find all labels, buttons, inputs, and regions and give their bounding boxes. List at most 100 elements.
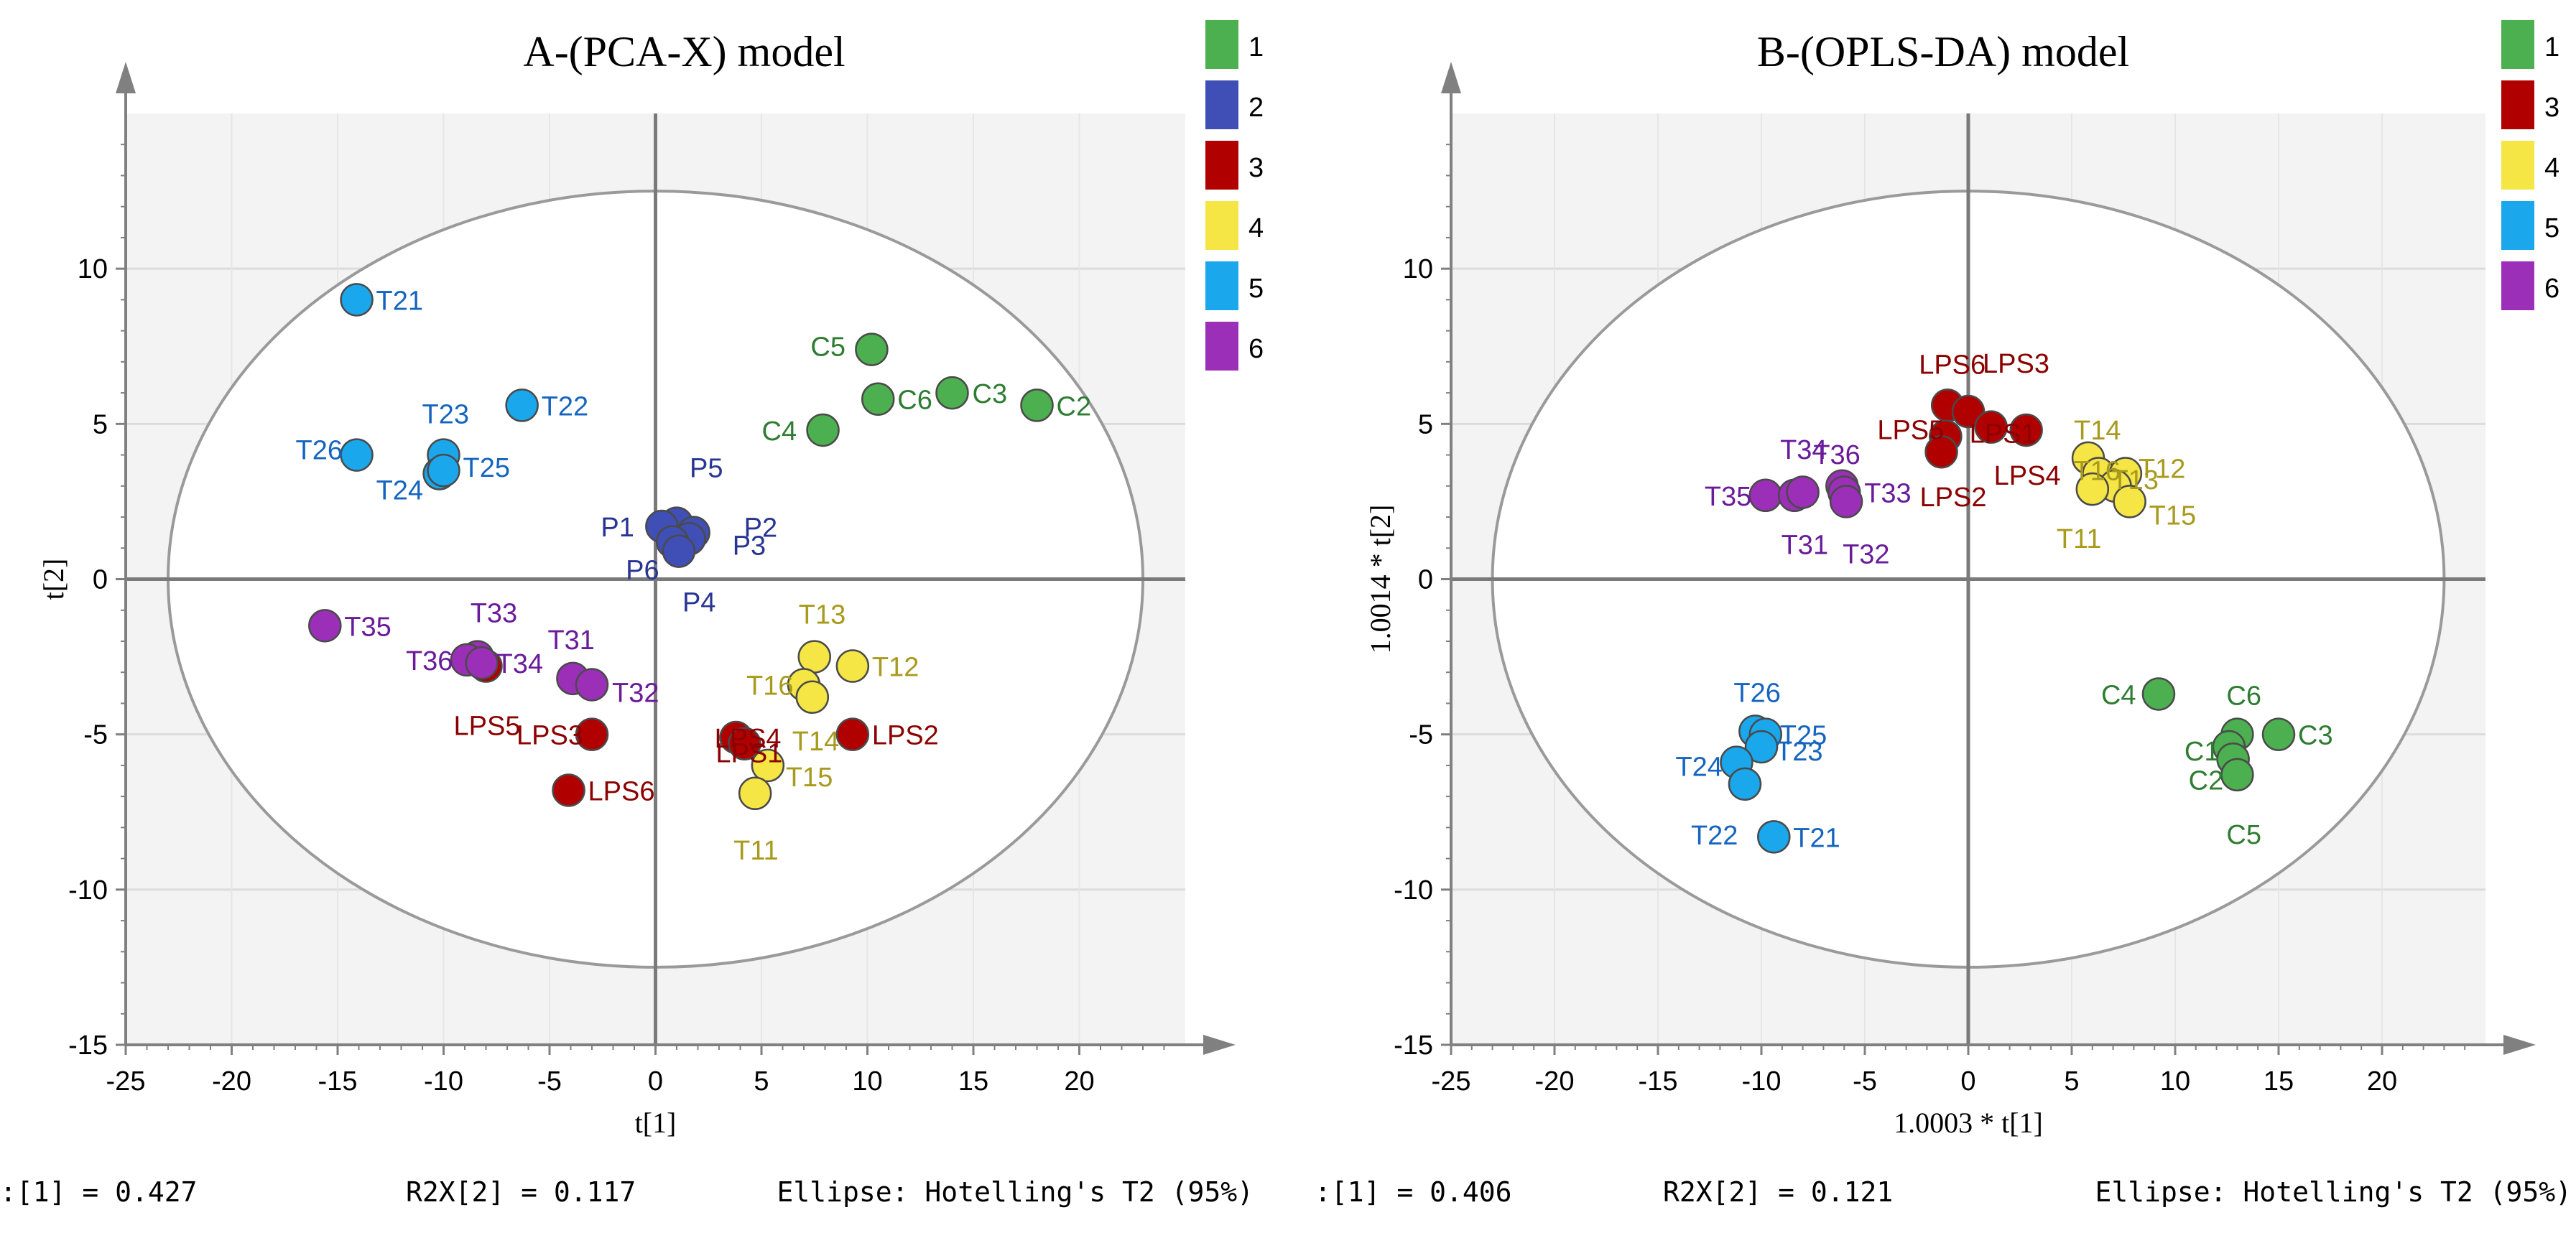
point-label: T24 [1675, 753, 1722, 783]
point-label: T25 [463, 453, 510, 483]
y-tick-label: 0 [1418, 565, 1433, 595]
data-point [340, 283, 374, 317]
point-label: LPS3 [1983, 349, 2049, 379]
x-tick-label: -15 [1639, 1066, 1678, 1097]
legend-label: 4 [2544, 153, 2559, 183]
legend-swatch [1205, 201, 1238, 250]
point-label: T21 [376, 286, 423, 316]
point-label: C4 [2101, 680, 2136, 710]
footer-r2x2: R2X[2] = 0.121 [1663, 1176, 1893, 1208]
point-label: C4 [762, 416, 797, 447]
data-point [2220, 758, 2254, 792]
data-point [1748, 478, 1783, 513]
chart-title: A-(PCA-X) model [523, 28, 845, 75]
x-tick-label: 20 [1064, 1066, 1094, 1097]
data-point [340, 438, 374, 472]
point-label: C2 [1057, 391, 1092, 422]
y-tick-label: -10 [1394, 875, 1433, 906]
point-label: T26 [1733, 678, 1780, 708]
data-point [427, 453, 460, 488]
x-axis-arrow [2503, 1035, 2536, 1055]
point-label: P6 [626, 556, 659, 586]
data-point [795, 680, 830, 715]
x-tick-label: -25 [106, 1066, 146, 1097]
chart-title: B-(OPLS-DA) model [1757, 28, 2129, 75]
x-axis-arrow [1203, 1035, 1236, 1055]
x-tick-label: 5 [2064, 1066, 2079, 1097]
point-label: T36 [406, 646, 453, 676]
data-point [1757, 820, 1791, 854]
x-tick-label: -25 [1432, 1066, 1471, 1097]
x-tick-label: -5 [537, 1066, 562, 1097]
data-point [1974, 410, 2008, 444]
point-label: T23 [1776, 737, 1822, 767]
x-tick-label: -20 [1535, 1066, 1575, 1097]
y-tick-label: -5 [1409, 720, 1433, 750]
y-axis-arrow [116, 62, 136, 93]
point-label: T32 [1843, 539, 1889, 569]
x-tick-label: -20 [212, 1066, 251, 1097]
point-label: T24 [376, 476, 423, 506]
point-label: T33 [471, 599, 517, 629]
data-point [575, 717, 609, 751]
data-point [1786, 475, 1820, 509]
data-point [2141, 677, 2176, 711]
data-point [662, 534, 696, 568]
point-label: T14 [2074, 416, 2121, 446]
x-axis-label: t[1] [635, 1107, 677, 1139]
y-tick-label: -15 [68, 1030, 108, 1061]
data-point [552, 773, 585, 807]
legend-label: 1 [1248, 32, 1264, 62]
point-label: T33 [1864, 478, 1911, 508]
legend-label: 6 [1248, 334, 1264, 364]
legend-label: 2 [1248, 93, 1264, 123]
y-axis-arrow [1441, 62, 1461, 93]
legend-label: 6 [2544, 274, 2559, 304]
point-label: P1 [601, 513, 634, 543]
point-label: T22 [542, 391, 588, 422]
footer-r2x2: R2X[2] = 0.117 [406, 1176, 636, 1208]
y-tick-label: -10 [68, 875, 108, 906]
data-point [2075, 472, 2110, 506]
point-label: T34 [1780, 435, 1827, 465]
legend-swatch [2501, 201, 2534, 250]
point-label: LPS5 [454, 712, 521, 742]
footer-r2x1: :[1] = 0.427 [0, 1176, 198, 1208]
point-label: LPS2 [1920, 483, 1987, 513]
point-label: T12 [872, 653, 919, 683]
point-label: P4 [682, 588, 715, 618]
y-axis-label: 1.0014 * t[2] [1364, 505, 1396, 654]
data-point [935, 376, 969, 410]
legend-swatch [1205, 20, 1238, 69]
legend-label: 3 [2544, 93, 2559, 123]
point-label: T36 [1813, 440, 1860, 470]
point-label: T34 [496, 649, 543, 679]
footer-ellipse-note: Ellipse: Hotelling's T2 (95%) [777, 1176, 1254, 1208]
point-label: T23 [422, 400, 469, 430]
data-point [1924, 434, 1958, 469]
point-label: C1 [2184, 737, 2220, 767]
data-point [751, 748, 785, 783]
point-label: T13 [799, 600, 845, 630]
data-point [835, 649, 870, 683]
data-point [806, 413, 840, 447]
x-tick-label: 15 [2264, 1066, 2294, 1097]
point-label: C2 [2189, 765, 2224, 796]
point-label: C6 [2226, 681, 2261, 712]
point-label: T31 [1782, 530, 1828, 560]
data-point [861, 382, 895, 416]
data-point [2261, 717, 2296, 751]
data-point [505, 388, 539, 422]
x-tick-label: -5 [1853, 1066, 1877, 1097]
point-label: C5 [810, 332, 845, 363]
legend-swatch [1205, 322, 1238, 371]
point-label: C3 [973, 379, 1008, 409]
data-point [2113, 485, 2146, 518]
point-label: T35 [344, 612, 391, 642]
point-label: LPS1 [1970, 419, 2037, 450]
data-point [575, 668, 609, 702]
data-point [1829, 485, 1863, 518]
point-label: T11 [733, 836, 779, 866]
legend-label: 5 [1248, 274, 1264, 304]
